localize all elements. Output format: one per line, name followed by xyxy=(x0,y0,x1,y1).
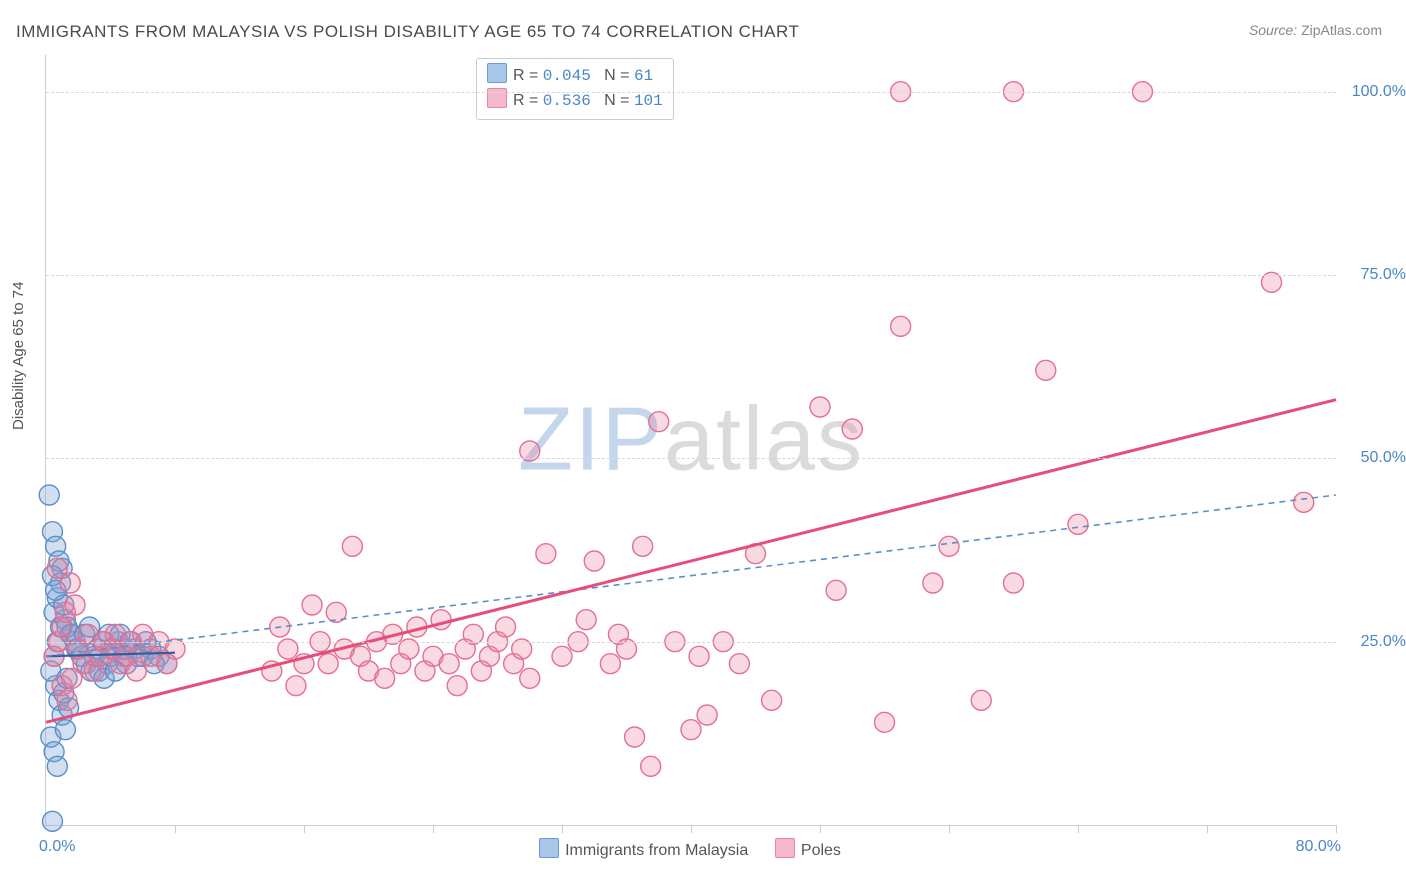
y-tick-label: 50.0% xyxy=(1346,449,1406,467)
data-point xyxy=(891,316,911,336)
data-point xyxy=(762,690,782,710)
series-legend: Immigrants from Malaysia Poles xyxy=(45,838,1335,860)
legend-swatch xyxy=(487,63,507,83)
y-tick-label: 25.0% xyxy=(1346,633,1406,651)
data-point xyxy=(1036,360,1056,380)
legend-swatch xyxy=(539,838,559,858)
x-tick xyxy=(175,825,176,833)
data-point xyxy=(39,485,59,505)
x-tick xyxy=(304,825,305,833)
legend-r-value: 0.536 xyxy=(543,92,591,110)
legend-series-name: Immigrants from Malaysia xyxy=(565,842,748,859)
x-tick xyxy=(1336,825,1337,833)
data-point xyxy=(1068,514,1088,534)
data-point xyxy=(689,646,709,666)
data-point xyxy=(47,756,67,776)
data-point xyxy=(1004,573,1024,593)
x-tick xyxy=(949,825,950,833)
data-point xyxy=(875,712,895,732)
data-point xyxy=(810,397,830,417)
data-point xyxy=(342,536,362,556)
data-point xyxy=(62,668,82,688)
data-point xyxy=(923,573,943,593)
data-point xyxy=(600,654,620,674)
data-point xyxy=(842,419,862,439)
gridline-h xyxy=(46,275,1336,276)
source-label: Source: xyxy=(1249,22,1297,38)
data-point xyxy=(729,654,749,674)
y-tick-label: 75.0% xyxy=(1346,266,1406,284)
gridline-h xyxy=(46,458,1336,459)
data-point xyxy=(302,595,322,615)
data-point xyxy=(447,676,467,696)
source-value: ZipAtlas.com xyxy=(1301,22,1382,38)
legend-swatch xyxy=(775,838,795,858)
data-point xyxy=(1294,492,1314,512)
x-tick xyxy=(1078,825,1079,833)
y-axis-label: Disability Age 65 to 74 xyxy=(10,282,27,430)
legend-r-value: 0.045 xyxy=(543,67,591,85)
source-attribution: Source: ZipAtlas.com xyxy=(1249,22,1382,38)
x-axis-area: 0.0% 80.0% Immigrants from Malaysia Pole… xyxy=(45,838,1335,868)
gridline-h xyxy=(46,642,1336,643)
scatter-svg xyxy=(46,55,1336,825)
chart-title: IMMIGRANTS FROM MALAYSIA VS POLISH DISAB… xyxy=(16,22,799,42)
legend-r-label: R = xyxy=(513,67,543,84)
x-tick xyxy=(691,825,692,833)
legend-n-label: N = xyxy=(591,92,634,109)
data-point xyxy=(939,536,959,556)
data-point xyxy=(318,654,338,674)
legend-row: R = 0.045 N = 61 xyxy=(487,63,663,88)
chart-plot-area: ZIPatlas R = 0.045 N = 61R = 0.536 N = 1… xyxy=(45,55,1336,826)
data-point xyxy=(375,668,395,688)
data-point xyxy=(826,580,846,600)
trend-line xyxy=(46,495,1336,656)
data-point xyxy=(536,544,556,564)
data-point xyxy=(971,690,991,710)
legend-series-name: Poles xyxy=(801,842,841,859)
data-point xyxy=(576,610,596,630)
data-point xyxy=(496,617,516,637)
legend-n-value: 101 xyxy=(634,92,663,110)
data-point xyxy=(625,727,645,747)
data-point xyxy=(439,654,459,674)
data-point xyxy=(633,536,653,556)
data-point xyxy=(55,720,75,740)
data-point xyxy=(42,811,62,831)
data-point xyxy=(286,676,306,696)
gridline-h xyxy=(46,92,1336,93)
x-tick xyxy=(562,825,563,833)
y-tick-label: 100.0% xyxy=(1346,83,1406,101)
data-point xyxy=(641,756,661,776)
x-tick xyxy=(1207,825,1208,833)
data-point xyxy=(47,558,67,578)
data-point xyxy=(649,412,669,432)
x-tick xyxy=(820,825,821,833)
data-point xyxy=(520,668,540,688)
data-point xyxy=(552,646,572,666)
legend-n-label: N = xyxy=(591,67,634,84)
correlation-legend: R = 0.045 N = 61R = 0.536 N = 101 xyxy=(476,58,674,120)
data-point xyxy=(126,661,146,681)
data-point xyxy=(681,720,701,740)
x-tick xyxy=(433,825,434,833)
data-point xyxy=(584,551,604,571)
trend-line xyxy=(46,400,1336,723)
data-point xyxy=(65,595,85,615)
data-point xyxy=(697,705,717,725)
legend-r-label: R = xyxy=(513,92,543,109)
data-point xyxy=(57,690,77,710)
legend-n-value: 61 xyxy=(634,67,653,85)
